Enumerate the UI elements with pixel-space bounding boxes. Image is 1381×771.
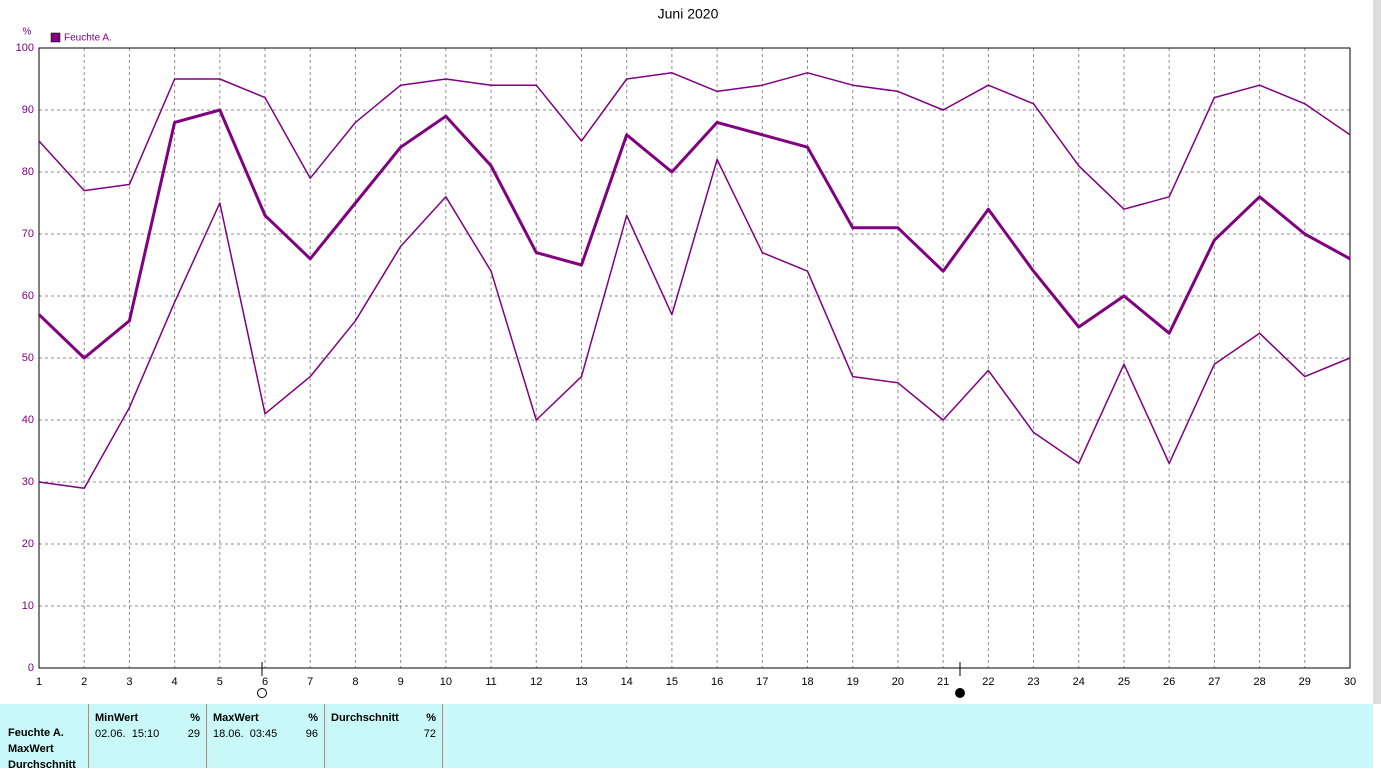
time: 18.06. 03:45: [213, 728, 278, 740]
x-tick-label: 20: [892, 676, 904, 688]
x-tick-label: 23: [1027, 676, 1039, 688]
stats-panel: Feuchte A. MaxWert Durchschnitt MinWert …: [0, 704, 1373, 771]
x-tick-label: 6: [262, 676, 268, 688]
data-line: [38, 158, 1351, 489]
legend-swatch: [50, 32, 61, 43]
y-tick-label: 80: [22, 166, 34, 178]
row-label: Feuchte A.: [8, 727, 64, 739]
x-tick-label: 11: [485, 676, 496, 688]
x-tick-label: 16: [711, 676, 723, 688]
x-tick-label: 17: [756, 676, 768, 688]
y-tick-label: 40: [22, 414, 34, 426]
x-tick-label: 12: [530, 676, 542, 688]
x-tick-label: 21: [937, 676, 949, 688]
chart-title: Juni 2020: [658, 6, 719, 22]
x-tick-label: 29: [1299, 676, 1311, 688]
x-tick-label: 25: [1118, 676, 1130, 688]
y-tick-label: 90: [22, 104, 34, 116]
y-tick-label: 60: [22, 290, 34, 302]
column-title: MaxWert: [213, 712, 259, 724]
x-tick-label: 15: [666, 676, 678, 688]
column-title: Durchschnitt: [331, 712, 399, 724]
x-tick-label: 18: [801, 676, 813, 688]
x-tick-label: 27: [1208, 676, 1220, 688]
y-tick-label: 10: [22, 600, 34, 612]
column-unit: %: [190, 712, 200, 724]
x-tick-label: 4: [172, 676, 178, 688]
value: 96: [305, 728, 318, 740]
legend-label: Feuchte A.: [64, 33, 112, 44]
y-tick-label: 50: [22, 352, 34, 364]
column-title: MinWert: [95, 712, 139, 724]
data-line: [37, 108, 1351, 360]
row-label: MaxWert: [8, 743, 54, 755]
full-moon-icon: [257, 688, 267, 698]
y-tick-label: 0: [28, 662, 34, 674]
x-tick-label: 19: [847, 676, 859, 688]
x-tick-label: 14: [621, 676, 633, 688]
x-tick-label: 8: [352, 676, 358, 688]
x-tick-label: 24: [1073, 676, 1085, 688]
x-tick-label: 2: [81, 676, 87, 688]
data-line: [38, 72, 1351, 210]
x-tick-label: 10: [440, 676, 452, 688]
y-tick-label: 20: [22, 538, 34, 550]
x-tick-label: 1: [36, 676, 42, 688]
stats-column: MinWert % 02.06. 15:10 29: [88, 704, 206, 768]
y-tick-label: 70: [22, 228, 34, 240]
stats-column: Durchschnitt % 72: [324, 704, 443, 768]
y-tick-label: 30: [22, 476, 34, 488]
x-tick-label: 28: [1253, 676, 1265, 688]
x-tick-label: 9: [398, 676, 404, 688]
x-tick-label: 3: [126, 676, 132, 688]
y-axis-label: %: [23, 27, 32, 38]
row-label: Durchschnitt: [8, 759, 76, 771]
x-tick-label: 7: [307, 676, 313, 688]
column-unit: %: [426, 712, 436, 724]
y-tick-label: 100: [16, 42, 34, 54]
x-tick-label: 22: [982, 676, 994, 688]
stats-column: MaxWert % 18.06. 03:45 96: [206, 704, 324, 768]
value: 72: [423, 728, 436, 740]
x-tick-label: 26: [1163, 676, 1175, 688]
side-strip: [1373, 0, 1381, 704]
value: 29: [187, 728, 200, 740]
x-tick-label: 30: [1344, 676, 1356, 688]
column-unit: %: [308, 712, 318, 724]
x-tick-label: 13: [575, 676, 587, 688]
x-tick-label: 5: [217, 676, 223, 688]
time: 02.06. 15:10: [95, 728, 160, 740]
new-moon-icon: [955, 688, 965, 698]
